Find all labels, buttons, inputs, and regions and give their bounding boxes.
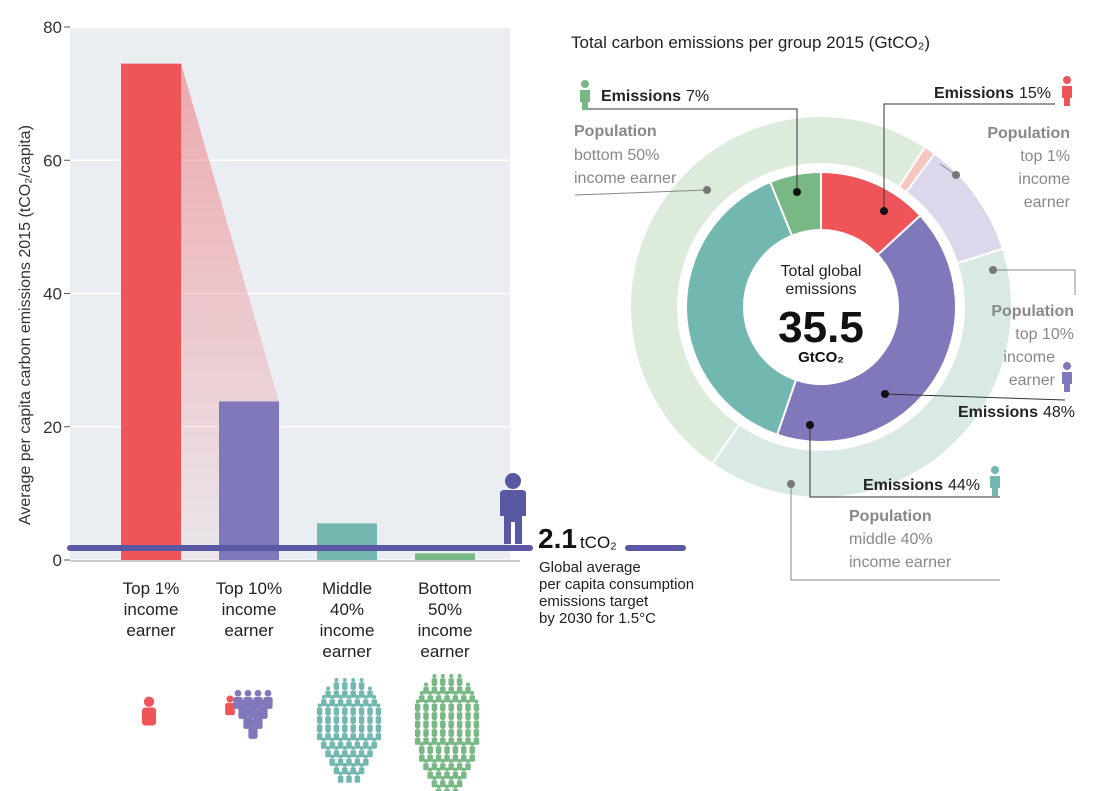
svg-text:earner: earner [1009,372,1056,389]
y-tick-label: 20 [43,418,62,437]
svg-text:Population: Population [574,123,657,140]
large-crowd-icon [316,678,382,783]
person-icon-target [500,473,526,544]
person-icon-middle40 [990,466,1000,496]
bars [121,63,475,561]
leader-dot [881,390,889,398]
population-slice-middle40 [710,247,1013,499]
center-label-1: Total global [781,263,862,280]
category-label-bottom50: income [418,621,473,640]
center-unit: GtCO₂ [798,349,844,366]
category-label-bottom50: 50% [428,600,462,619]
category-label-middle40: 40% [330,600,364,619]
group-icons [141,674,480,791]
category-label-top1: income [124,600,179,619]
category-label-middle40: earner [322,642,371,661]
population-ring [629,115,1013,499]
svg-text:income earner: income earner [849,554,952,571]
top10-emissions-callout: Emissions 48% [958,404,1075,421]
person-icon-bottom50 [580,80,590,110]
category-label-middle40: income [320,621,375,640]
donut-title: Total carbon emissions per group 2015 (G… [571,33,930,52]
y-tick-label: 80 [43,18,62,37]
leader-dot [989,266,997,274]
center-value: 35.5 [778,303,864,352]
leader-dot [793,188,801,196]
target-description-line: emissions target [539,593,649,610]
bottom50-population-callout: Population bottom 50% income earner [574,123,677,187]
target-value: 2.1 tCO₂ [538,523,617,554]
category-label-top10: income [222,600,277,619]
target-description-line: per capita consumption [539,576,694,593]
x-axis-labels: Top 1% income earner Top 10% income earner Mid… [123,579,473,661]
person-icon-top1 [1062,76,1072,106]
bar-chart: 0 20 40 60 80 Average per capita carbon emis… [17,18,694,791]
bar-bottom50 [415,553,475,560]
center-label-2: emissions [785,281,856,298]
y-tick-label: 40 [43,285,62,304]
svg-text:Population: Population [987,125,1070,142]
y-axis-ticks: 0 20 40 60 80 [43,18,70,570]
svg-text:middle 40%: middle 40% [849,531,933,548]
leader-dot [952,171,960,179]
category-label-top10: Top 10% [216,579,282,598]
bar-top10 [219,401,279,560]
category-label-top1: earner [126,621,175,640]
top1-emissions-callout: Emissions 15% [934,85,1051,102]
svg-text:income: income [1018,171,1070,188]
top10-population-callout: Population top 10% income earner [991,303,1074,389]
largest-crowd-icon [414,674,480,791]
leader-dots [703,171,997,488]
category-label-bottom50: earner [420,642,469,661]
svg-text:income earner: income earner [574,170,677,187]
category-label-top10: earner [224,621,273,640]
population-slice-bottom50 [629,115,927,466]
middle40-emissions-callout: Emissions 44% [863,477,980,494]
svg-text:earner: earner [1024,194,1071,211]
y-axis-label: Average per capita carbon emissions 2015… [17,125,34,525]
target-description-line: by 2030 for 1.5°C [539,610,656,627]
y-tick-label: 0 [53,551,62,570]
leader-lines [585,103,1066,498]
leader-dot [787,480,795,488]
donut-center [744,230,898,384]
middle40-population-callout: Population middle 40% income earner [849,508,952,571]
target-unit: tCO₂ [580,533,617,552]
emissions-ring [685,170,957,443]
category-label-middle40: Middle [322,579,372,598]
target-description-line: Global average [539,559,641,576]
bar-middle40 [317,523,377,560]
category-label-bottom50: Bottom [418,579,472,598]
svg-text:Population: Population [991,303,1074,320]
leader-dot [880,207,888,215]
svg-text:Population: Population [849,508,932,525]
svg-text:bottom 50%: bottom 50% [574,147,659,164]
single-person-icon [141,696,157,726]
svg-text:top 10%: top 10% [1015,326,1074,343]
leader-dot [806,421,814,429]
emissions-slice-middle40 [685,180,798,436]
svg-text:income: income [1003,349,1055,366]
bar-top1 [121,63,181,561]
category-label-top1: Top 1% [123,579,180,598]
donut-chart: Total carbon emissions per group 2015 (G… [571,33,1076,581]
leader-dot [703,186,711,194]
top1-population-callout: Population top 1% income earner [987,125,1070,211]
y-tick-label: 60 [43,151,62,170]
svg-text:top 1%: top 1% [1020,148,1070,165]
person-icon-top10 [1062,362,1072,392]
bottom50-emissions-callout: Emissions 7% [601,88,709,105]
small-crowd-icon [225,689,273,739]
